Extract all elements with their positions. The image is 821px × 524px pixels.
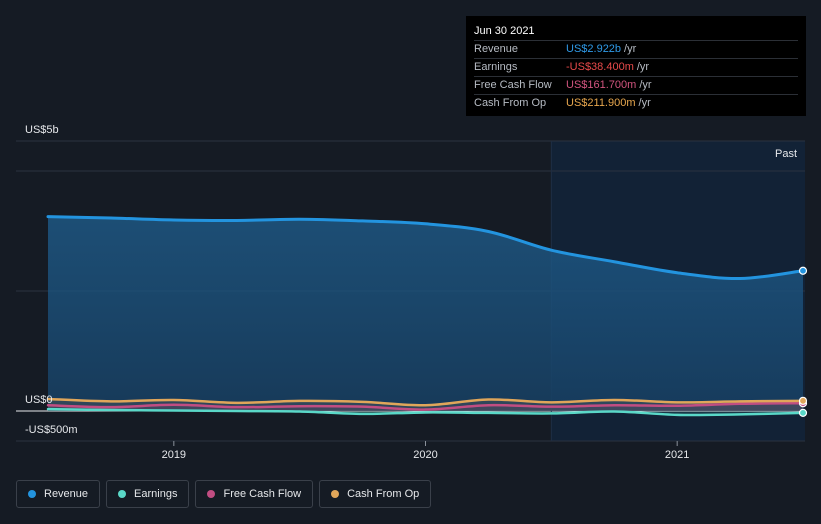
legend-item-earnings[interactable]: Earnings: [106, 480, 190, 508]
tooltip-value: US$211.900m: [566, 97, 636, 109]
tooltip-row-free-cash-flow: Free Cash Flow US$161.700m /yr: [474, 76, 798, 94]
tooltip-date: Jun 30 2021: [474, 25, 535, 37]
revenue-dot-icon: [28, 490, 36, 498]
earnings-end-point[interactable]: [798, 408, 808, 417]
legend-item-free-cash-flow[interactable]: Free Cash Flow: [195, 480, 314, 508]
y-axis-bottom-label: -US$500m: [25, 424, 78, 436]
revenue-line: [46, 215, 805, 281]
tooltip-unit: /yr: [638, 97, 651, 109]
free-cash-flow-area: [48, 403, 803, 411]
tooltip-unit: /yr: [639, 79, 652, 91]
tooltip-value: US$2.922b: [566, 43, 622, 55]
revenue-area: [48, 216, 803, 411]
x-tick-label: 2019: [162, 449, 186, 461]
earnings-dot-icon: [118, 490, 127, 498]
tooltip-value: US$161.700m: [566, 79, 637, 91]
legend: Revenue Earnings Free Cash Flow Cash Fro…: [16, 480, 432, 508]
cash-from-op-dot-icon: [331, 490, 340, 498]
tooltip-row-cash-from-op: Cash From Op US$211.900m /yr: [474, 94, 798, 112]
tooltip-unit: /yr: [624, 43, 637, 55]
revenue-end-point[interactable]: [798, 266, 808, 275]
tooltip-unit: /yr: [636, 61, 650, 73]
legend-label: Earnings: [134, 488, 178, 500]
x-tick-label: 2021: [665, 449, 689, 461]
cash-from-op-end-point[interactable]: [798, 396, 808, 405]
free-cash-flow-line: [46, 401, 805, 411]
y-axis-zero-label: US$0: [25, 394, 53, 406]
tooltip-row-revenue: Revenue US$2.922b /yr: [474, 40, 798, 58]
tooltip-label: Cash From Op: [474, 97, 547, 109]
y-axis-top-label: US$5b: [25, 124, 59, 136]
legend-label: Cash From Op: [347, 488, 420, 500]
legend-label: Revenue: [44, 488, 89, 500]
earnings-line: [46, 407, 805, 417]
tooltip-value: -US$38.400m: [566, 61, 634, 73]
cash-from-op-line: [46, 397, 805, 407]
x-tick-label: 2020: [413, 449, 437, 461]
tooltip-row-earnings: Earnings -US$38.400m /yr: [474, 58, 798, 76]
legend-item-revenue[interactable]: Revenue: [16, 480, 101, 508]
legend-item-cash-from-op[interactable]: Cash From Op: [319, 480, 432, 508]
legend-label: Free Cash Flow: [223, 488, 302, 500]
tooltip-label: Revenue: [474, 43, 519, 55]
past-label: Past: [775, 148, 797, 160]
tooltip-label: Earnings: [474, 61, 518, 73]
tooltip-label: Free Cash Flow: [474, 79, 552, 91]
tooltip: Jun 30 2021 Revenue US$2.922b /yr Earnin…: [466, 16, 806, 116]
free-cash-flow-dot-icon: [207, 490, 216, 498]
